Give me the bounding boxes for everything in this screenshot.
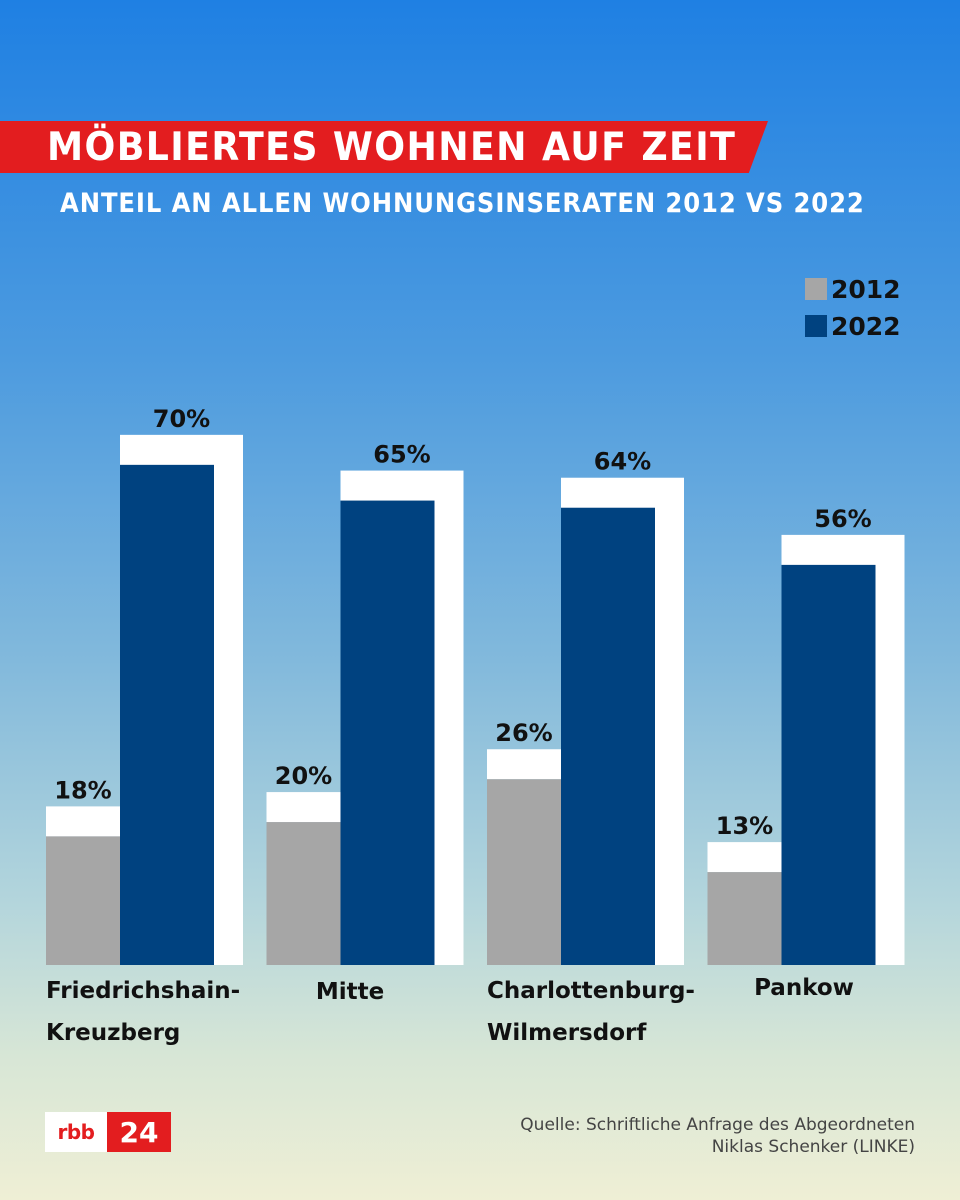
bar-frame-2012-0: [46, 806, 120, 837]
category-label-2-0: Charlottenburg-: [487, 978, 695, 1004]
legend-label-2012: 2012: [831, 274, 901, 304]
logo-24: 24: [107, 1112, 171, 1152]
rbb24-logo: rbb 24: [45, 1112, 171, 1152]
bar-2012-3: [707, 872, 782, 965]
legend-item-2012: 2012: [805, 272, 901, 306]
legend: 2012 2022: [805, 272, 901, 346]
value-label-2022-3: 56%: [814, 505, 871, 533]
value-label-2012-2: 26%: [495, 719, 552, 747]
bar-2022-0: [120, 464, 214, 965]
value-label-2012-3: 13%: [716, 812, 773, 840]
bar-frame-2012-2: [487, 749, 561, 780]
title-banner: [0, 121, 768, 173]
bar-2022-1: [340, 500, 435, 965]
category-label-1: Mitte: [316, 979, 384, 1005]
bar-2012-2: [487, 779, 561, 965]
bar-2012-1: [266, 822, 341, 965]
chart-subtitle: ANTEIL AN ALLEN WOHNUNGSINSERATEN 2012 V…: [60, 188, 865, 219]
value-label-2012-0: 18%: [54, 776, 111, 804]
bar-2022-3: [781, 564, 876, 965]
legend-swatch-2012: [805, 278, 827, 300]
logo-rbb: rbb: [45, 1112, 107, 1152]
source-line-2: Niklas Schenker (LINKE): [711, 1137, 915, 1157]
value-label-2022-1: 65%: [373, 441, 430, 469]
value-label-2012-1: 20%: [275, 762, 332, 790]
category-label-2-1: Wilmersdorf: [487, 1020, 647, 1046]
chart-title: MÖBLIERTES WOHNEN AUF ZEIT: [47, 125, 737, 170]
category-label-0-1: Kreuzberg: [46, 1020, 180, 1046]
category-label-3: Pankow: [754, 975, 854, 1001]
legend-item-2022: 2022: [805, 309, 901, 343]
category-label-0-0: Friedrichshain-: [46, 978, 240, 1004]
bar-2022-2: [561, 507, 655, 965]
bar-frame-2012-1: [266, 792, 341, 823]
legend-swatch-2022: [805, 315, 827, 337]
bar-frame-2012-3: [707, 842, 782, 873]
bar-2012-0: [46, 836, 120, 965]
source-note: Quelle: Schriftliche Anfrage des Abgeord…: [520, 1114, 915, 1158]
value-label-2022-2: 64%: [594, 448, 651, 476]
source-line-1: Quelle: Schriftliche Anfrage des Abgeord…: [520, 1115, 915, 1135]
legend-label-2022: 2022: [831, 311, 901, 341]
value-label-2022-0: 70%: [153, 405, 210, 433]
